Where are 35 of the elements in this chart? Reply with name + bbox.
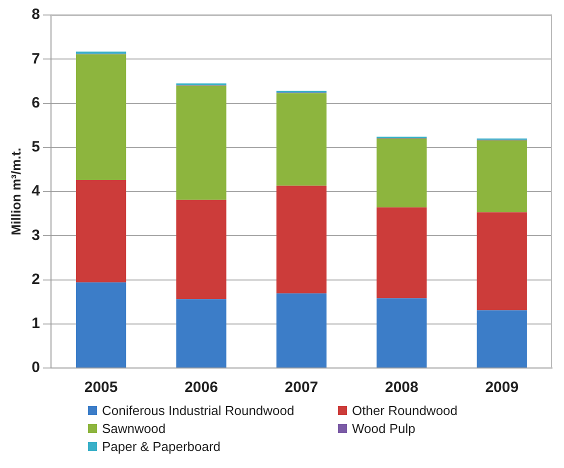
legend-label: Wood Pulp	[352, 421, 416, 436]
legend-label: Sawnwood	[102, 421, 166, 436]
bar	[476, 212, 527, 310]
y-tick-label: 3	[32, 226, 40, 244]
x-tick-label: 2009	[485, 379, 519, 396]
y-tick-label: 0	[32, 359, 40, 376]
x-tick-label: 2008	[384, 379, 418, 396]
y-tick-label: 7	[32, 50, 40, 68]
bar	[376, 138, 427, 208]
bar	[376, 207, 427, 298]
bar	[76, 54, 126, 180]
x-tick-label: 2007	[284, 379, 318, 396]
bar	[476, 140, 527, 212]
legend-label: Other Roundwood	[352, 403, 458, 418]
bar	[176, 299, 226, 368]
bar	[476, 310, 527, 368]
bar	[176, 200, 226, 300]
legend-label: Paper & Paperboard	[102, 439, 221, 454]
bar	[276, 186, 327, 294]
bar	[76, 180, 126, 282]
y-tick-label: 4	[32, 182, 41, 200]
y-tick-label: 1	[32, 315, 40, 332]
y-tick-label: 5	[32, 138, 40, 156]
y-tick-label: 2	[32, 270, 40, 288]
legend-label: Coniferous Industrial Roundwood	[102, 403, 294, 418]
y-tick-label: 6	[32, 94, 40, 112]
bar	[276, 93, 327, 186]
x-tick-label: 2005	[84, 379, 118, 396]
bar	[276, 293, 327, 368]
y-tick-label: 8	[32, 6, 40, 24]
bar	[176, 86, 226, 200]
x-tick-label: 2006	[184, 379, 218, 396]
bar	[76, 282, 126, 368]
bar	[376, 298, 427, 368]
y-axis-title: Million m³/m.t.	[8, 148, 24, 236]
